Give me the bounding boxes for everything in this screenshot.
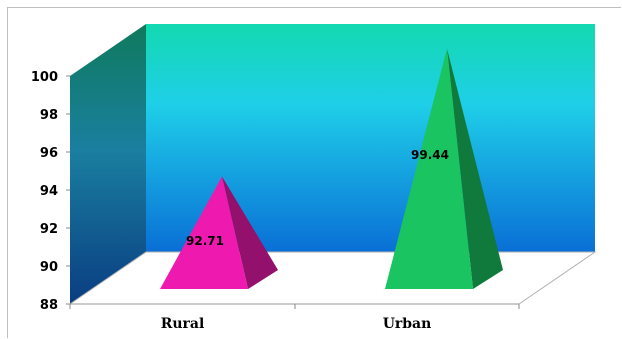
pyramid-side-face xyxy=(447,48,503,289)
side-wall xyxy=(70,24,146,304)
y-tick-label: 96 xyxy=(40,146,58,161)
data-label: 99.44 xyxy=(411,148,449,162)
pyramid-side-face xyxy=(222,176,278,289)
floor xyxy=(68,251,597,305)
x-category-label: Rural xyxy=(161,316,205,332)
pyramid-front-face xyxy=(385,48,473,289)
x-axis: Rural Urban xyxy=(69,304,520,332)
chart-frame xyxy=(7,7,621,338)
y-tick-label: 92 xyxy=(40,222,58,237)
y-tick-label: 90 xyxy=(40,260,58,275)
y-tick-label: 100 xyxy=(31,70,58,85)
y-tick-label: 98 xyxy=(40,108,58,123)
pyramid-bars xyxy=(160,48,503,289)
y-tick-label: 88 xyxy=(40,298,58,313)
pyramid-front-face xyxy=(160,176,248,289)
y-tick-label: 94 xyxy=(40,184,58,199)
x-category-label: Urban xyxy=(383,316,432,332)
data-labels: 92.71 99.44 xyxy=(186,148,449,248)
data-label: 92.71 xyxy=(186,234,224,248)
y-axis: 88 90 92 94 96 98 100 xyxy=(31,70,70,313)
